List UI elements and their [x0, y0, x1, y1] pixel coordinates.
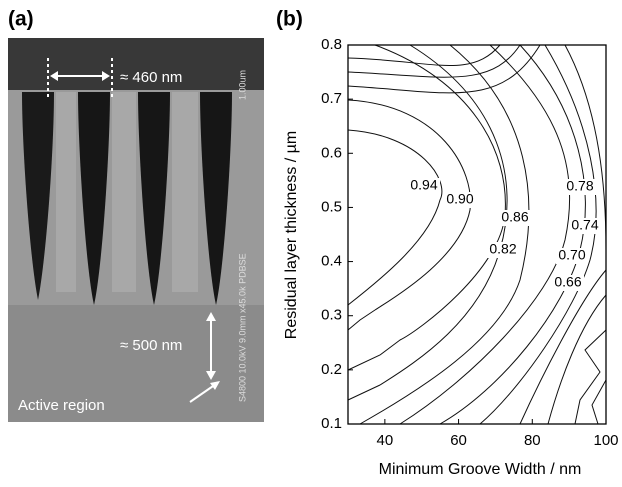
y-tick-label: 0.2	[321, 361, 342, 378]
y-tick-label: 0.4	[321, 253, 342, 270]
contour-label-bg	[499, 210, 531, 226]
contour-lines	[347, 44, 607, 425]
contour-label-bg	[444, 192, 476, 208]
y-tick-label: 0.1	[321, 415, 342, 432]
contour-label-bg	[556, 248, 588, 264]
y-axis-title: Residual layer thickness / µm	[283, 131, 300, 339]
contour-label-bg	[569, 218, 601, 234]
contour-label: 0.74	[571, 217, 598, 233]
contour-label: 0.82	[489, 241, 516, 257]
contour-label: 0.70	[558, 247, 585, 263]
region-annotation: Active region	[18, 397, 105, 414]
panel-label: (a)	[8, 8, 34, 31]
contour-label-bg	[408, 178, 440, 194]
x-tick-label: 40	[377, 432, 394, 449]
y-tick-label: 0.6	[321, 144, 342, 161]
instrument-text: S4800 10.0kV 9.0mm x45.0k PDBSE	[237, 253, 247, 402]
contour-label: 0.66	[554, 274, 581, 290]
x-tick-label: 60	[450, 432, 467, 449]
width-annotation: ≈ 460 nm	[120, 69, 182, 86]
x-tick-label: 80	[524, 432, 541, 449]
x-axis-title: Minimum Groove Width / nm	[379, 461, 582, 478]
contour-label-bg	[487, 242, 519, 258]
depth-annotation: ≈ 500 nm	[120, 337, 182, 354]
scale-text: 1.00um	[237, 70, 247, 100]
x-tick-label: 100	[593, 432, 618, 449]
contour-label: 0.78	[566, 178, 593, 194]
contour-label: 0.86	[501, 209, 528, 225]
y-tick-label: 0.7	[321, 90, 342, 107]
contour-label-bg	[552, 275, 584, 291]
panel-label: (b)	[276, 8, 303, 31]
y-tick-label: 0.8	[321, 36, 342, 53]
y-tick-label: 0.5	[321, 198, 342, 215]
contour-label-bg	[564, 179, 596, 195]
y-tick-label: 0.3	[321, 307, 342, 324]
plot-frame	[347, 44, 607, 425]
contour-label: 0.90	[446, 191, 473, 207]
contour-label: 0.94	[410, 177, 437, 193]
sem-image	[8, 38, 264, 422]
